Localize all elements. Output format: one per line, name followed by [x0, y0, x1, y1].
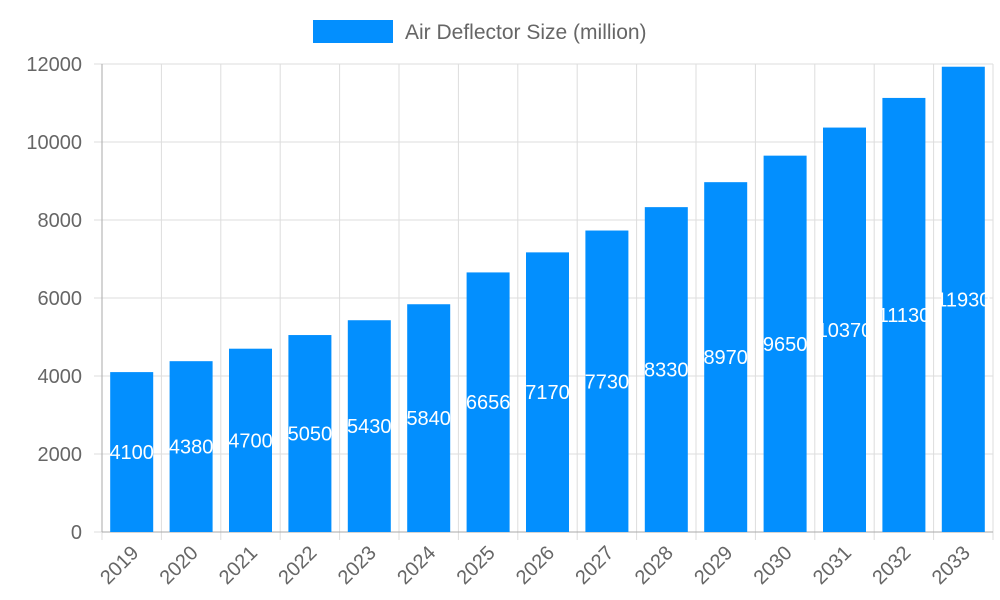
bar	[110, 372, 154, 532]
bar	[169, 361, 213, 532]
bar	[407, 304, 451, 532]
bar	[823, 127, 866, 532]
data-label: 11930	[936, 289, 990, 311]
bar	[941, 66, 985, 532]
x-tick-label: 2031	[809, 542, 856, 589]
data-label: 4700	[228, 430, 273, 452]
bar	[644, 207, 688, 532]
x-tick-label: 2032	[868, 542, 915, 589]
data-label: 7730	[585, 371, 630, 393]
legend-label: Air Deflector Size (million)	[405, 21, 647, 44]
x-tick-label: 2022	[274, 542, 321, 589]
bar	[585, 230, 629, 532]
bar	[229, 348, 272, 532]
bar	[347, 320, 391, 532]
y-tick-label: 10000	[26, 132, 82, 154]
y-tick-label: 4000	[38, 366, 83, 388]
x-tick-label: 2030	[750, 542, 797, 589]
bar	[526, 252, 569, 532]
data-label: 11130	[878, 305, 931, 327]
x-tick-label: 2020	[156, 542, 203, 589]
y-tick-label: 12000	[26, 54, 82, 76]
data-label: 7170	[525, 382, 570, 404]
y-tick-label: 0	[71, 522, 82, 544]
data-label: 9650	[763, 334, 808, 356]
bar	[704, 182, 748, 533]
x-tick-label: 2019	[96, 542, 143, 589]
x-tick-label: 2023	[334, 542, 381, 589]
data-label: 4100	[109, 442, 154, 464]
x-tick-label: 2026	[512, 542, 559, 589]
legend-swatch	[313, 20, 393, 43]
x-tick-label: 2028	[631, 542, 678, 589]
data-label: 5050	[288, 424, 333, 446]
x-tick-label: 2024	[393, 542, 440, 589]
bar	[288, 335, 332, 532]
x-tick-label: 2025	[453, 542, 500, 589]
y-tick-label: 2000	[38, 444, 83, 466]
data-label: 8330	[644, 360, 689, 382]
bar	[763, 155, 807, 532]
x-tick-label: 2033	[928, 542, 975, 589]
x-tick-label: 2021	[215, 542, 262, 589]
data-label: 5840	[406, 408, 451, 430]
data-label: 4380	[169, 437, 214, 459]
bar	[466, 272, 510, 532]
bar	[882, 97, 926, 533]
y-tick-label: 8000	[38, 210, 83, 232]
data-label: 5430	[347, 416, 392, 438]
data-label: 10370	[817, 320, 873, 342]
data-label: 8970	[703, 347, 748, 369]
x-tick-label: 2029	[690, 542, 737, 589]
x-tick-label: 2027	[571, 542, 618, 589]
y-tick-label: 6000	[38, 288, 83, 310]
data-label: 6656	[466, 392, 511, 414]
